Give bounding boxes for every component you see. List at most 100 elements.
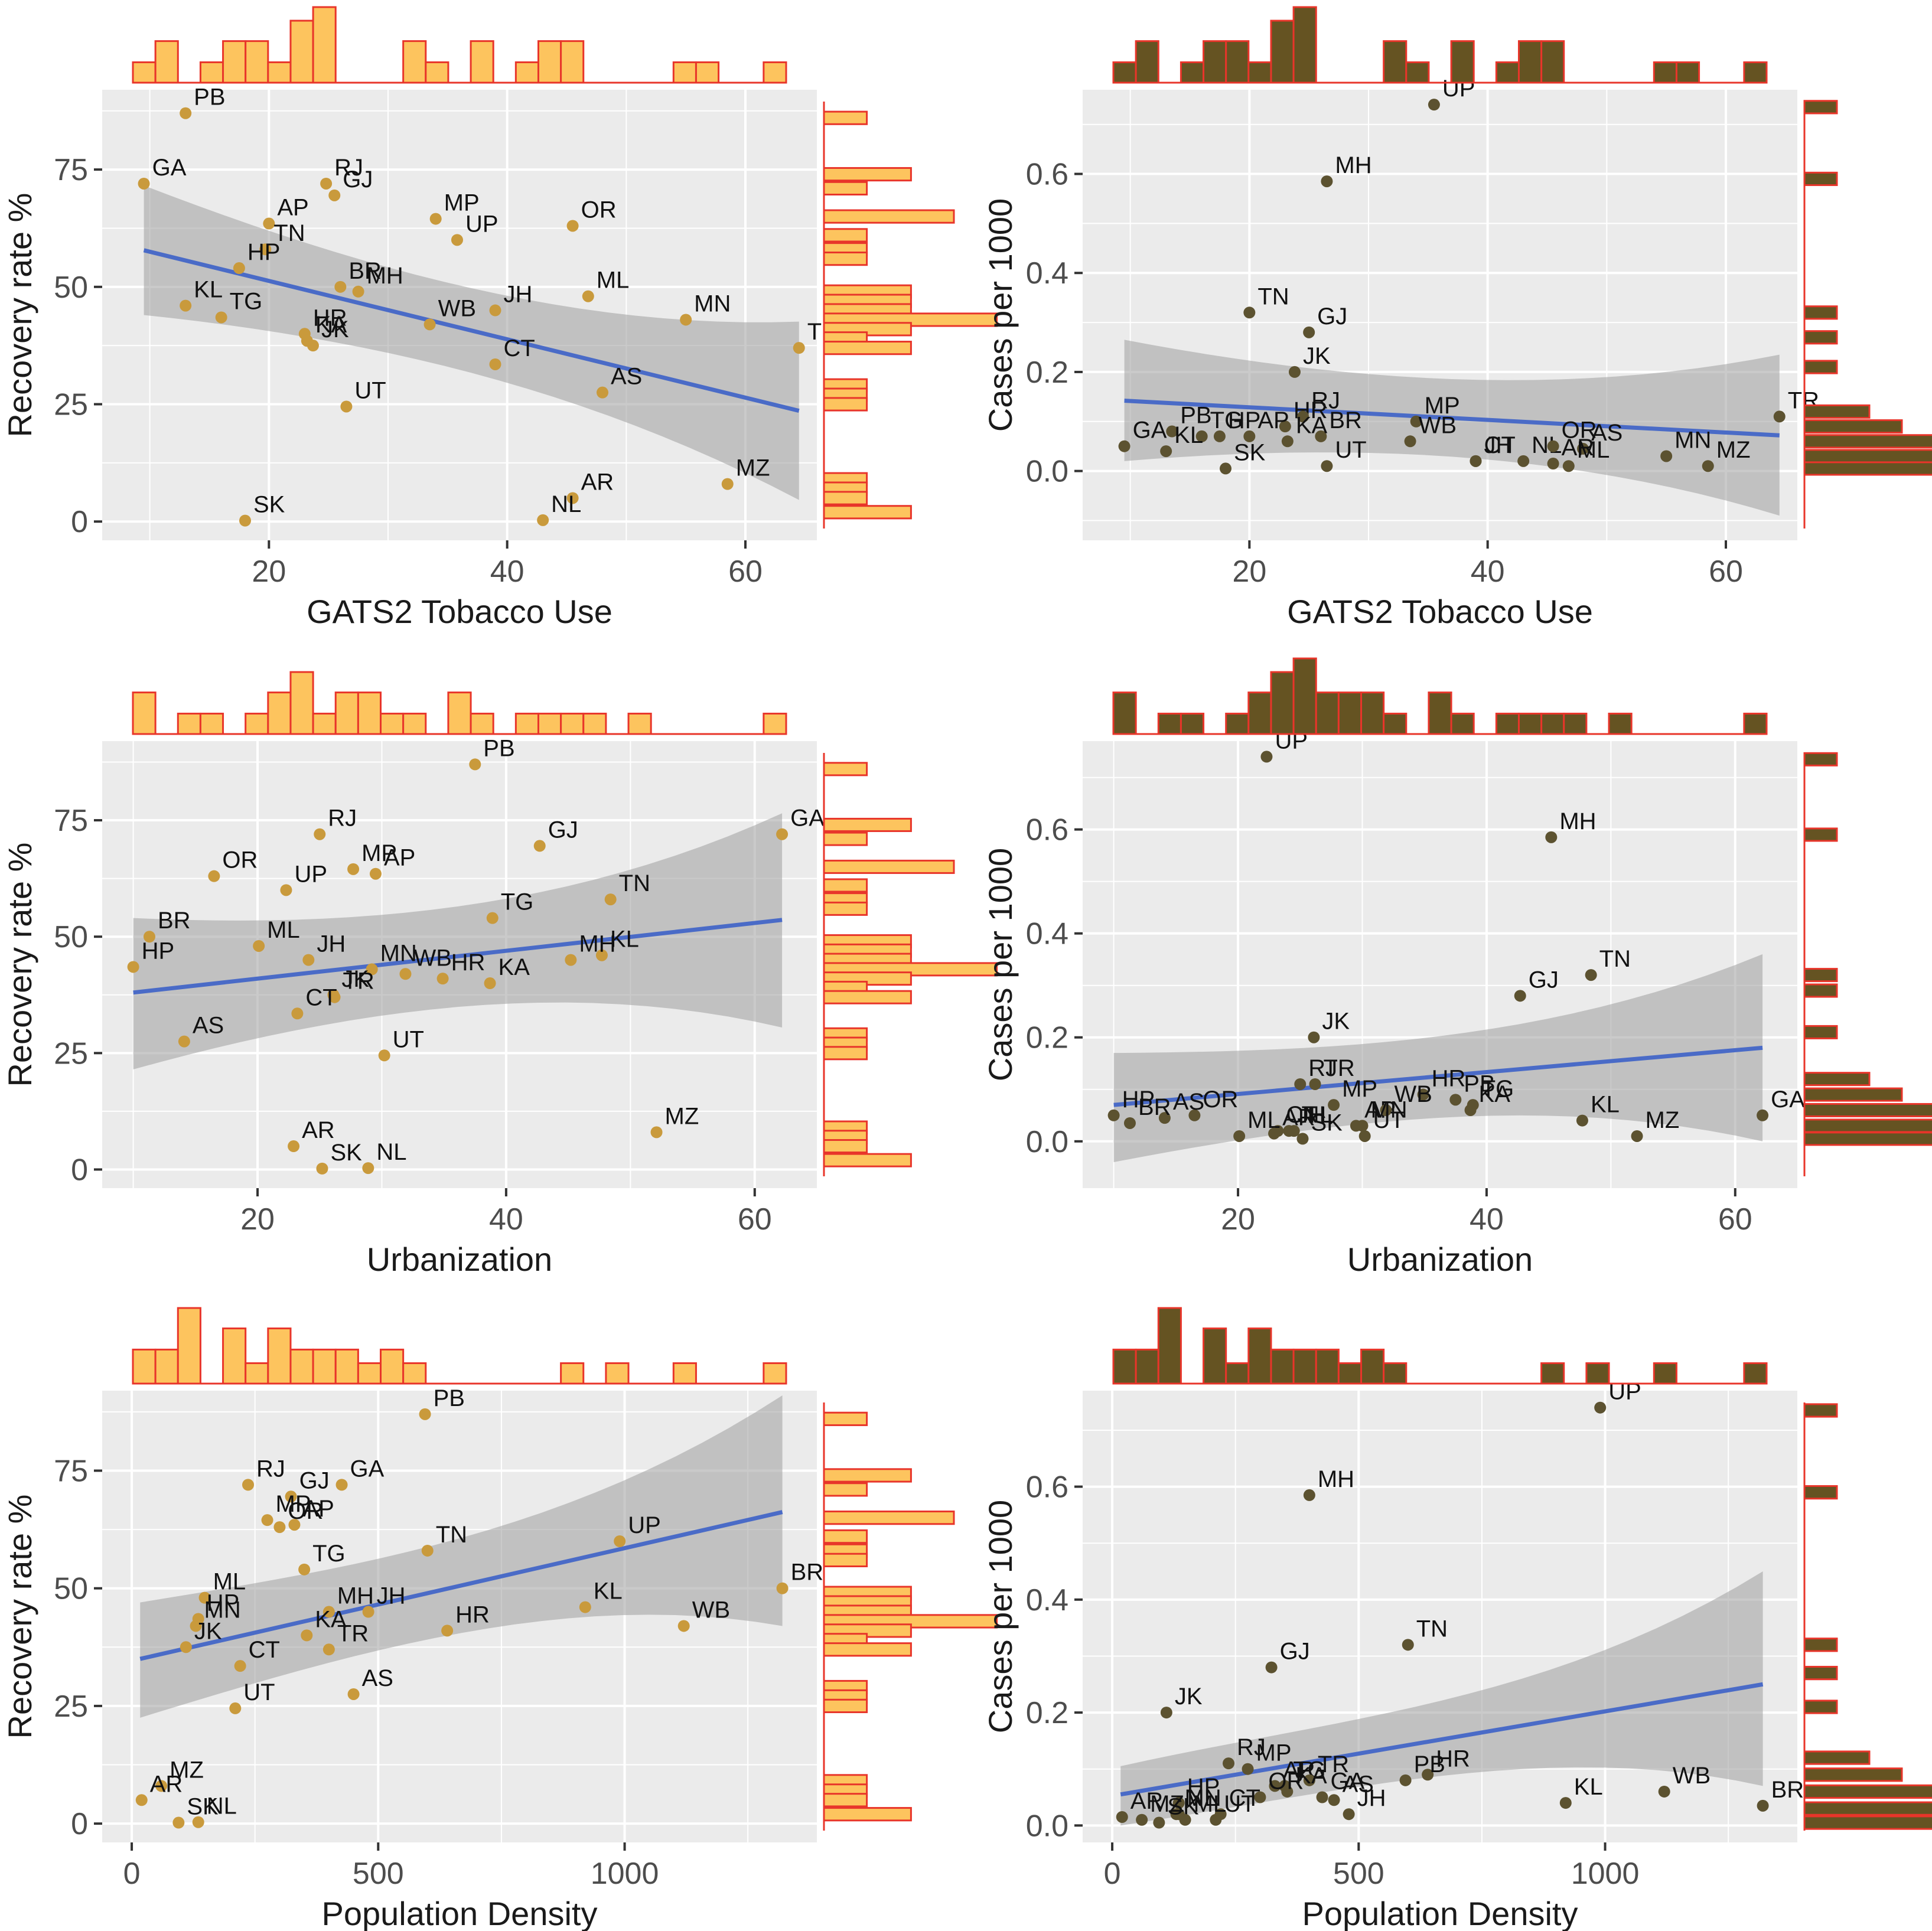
side-hist-bar [823,1411,868,1426]
top-hist-bar [1112,691,1137,735]
data-point-tn [421,1544,434,1557]
y-tick-label: 0.6 [1026,158,1068,192]
point-label-mh: MH [337,1583,374,1609]
data-point-mn [1660,450,1673,462]
data-point-tn [604,893,617,906]
data-point-nl [537,514,549,526]
data-point-as [1577,442,1589,455]
data-point-mz [1702,460,1714,472]
point-label-pb: PB [1180,403,1211,429]
data-point-tn [1585,969,1597,981]
data-point-mz [721,478,734,490]
point-label-tg: TG [1481,1076,1514,1102]
top-hist-bar [1315,1348,1340,1385]
data-point-rj [320,177,333,190]
point-label-kl: KL [610,927,639,953]
point-label-ga: GA [350,1456,385,1482]
data-point-tg [1195,430,1208,442]
point-label-ml: ML [213,1569,246,1595]
top-hist-bar [1360,1348,1385,1385]
y-tick-label: 0.4 [1026,256,1068,291]
point-label-jh: JH [504,282,533,308]
point-label-ml: ML [267,917,300,943]
side-hist-bar [823,181,868,196]
point-label-hr: HR [313,305,347,331]
top-hist-bar [537,712,562,735]
data-point-sk [1153,1816,1165,1829]
regression-line [1120,1682,1764,1797]
data-point-nl [192,1816,204,1828]
point-label-ar: AR [150,1771,183,1797]
data-point-ga [138,177,150,190]
point-label-as: AS [362,1665,393,1691]
side-hist-bar [1803,1767,1903,1782]
top-hist-bar [1270,671,1295,735]
data-point-jk [1288,366,1301,378]
data-point-wb [399,968,412,980]
top-hist-bar [1540,1362,1565,1385]
data-point-hr [1279,420,1291,433]
data-point-ct [291,1007,304,1020]
point-label-kl: KL [594,1578,623,1604]
regression-line [1113,1045,1763,1107]
top-hist-bar [1383,712,1408,735]
point-label-wb: WB [692,1597,730,1623]
side-hist-bar [823,901,868,916]
side-hist-bar [1803,1750,1871,1765]
point-label-ap: AP [302,1496,334,1522]
top-hist-bar [1337,1362,1363,1385]
y-tick-label: 0.2 [1026,1696,1068,1730]
point-label-br: BR [791,1560,824,1586]
point-label-ka: KA [1479,1081,1511,1107]
axis-ticks: 0 25 50 75 20 40 60 [54,804,772,1237]
data-point-sk [1296,1133,1309,1145]
side-hist-bar [1803,404,1871,419]
side-hist-bar [1803,827,1838,842]
data-point-mn [366,963,378,976]
data-point-rj [314,828,326,840]
point-label-hr: HR [1436,1746,1470,1772]
top-hist-bar [402,712,427,735]
point-label-mz: MZ [1150,1791,1184,1817]
point-label-ga: GA [1133,417,1167,443]
side-hist-bar [823,1468,912,1483]
point-label-hp: HP [207,1590,240,1616]
side-hist-bar [1803,330,1838,345]
data-point-mn [190,1620,202,1632]
top-hist-bar [514,712,539,735]
top-hist-bar [289,19,314,84]
top-hist-bar [357,1362,382,1385]
point-label-wb: WB [413,945,451,971]
top-hist-bar [199,712,224,735]
point-label-tr: TR [1318,1751,1349,1777]
point-label-or: OR [581,197,617,223]
side-hist-bar [823,878,868,893]
x-tick-label: 0 [1104,1857,1121,1891]
side-hist-bar [823,252,868,266]
top-hist-bar [1450,712,1475,735]
data-point-ar [135,1794,148,1806]
data-point-wb [1380,1104,1392,1116]
top-hist-bar [1292,657,1317,735]
data-point-as [1158,1112,1171,1124]
data-point-mp [1242,1763,1254,1775]
top-hist-bar [1585,1362,1610,1385]
data-point-up [1260,751,1273,763]
y-tick-label: 75 [54,804,88,838]
data-point-nl [1288,1125,1300,1137]
data-point-mn [680,314,692,326]
data-point-mp [261,1514,273,1526]
top-hist-bar [560,1362,585,1385]
point-label-ap: AP [1283,1757,1314,1783]
top-hist-bar [267,1327,292,1385]
data-point-ka [1464,1104,1477,1116]
data-point-pb [1166,425,1178,438]
data-point-gj [1265,1661,1278,1674]
point-label-nl: NL [1302,1102,1332,1128]
point-label-ct: CT [1286,1102,1317,1128]
data-point-mz [155,1780,168,1792]
data-point-ut [340,400,353,413]
point-label-ut: UT [393,1026,424,1052]
top-hist-bar [1495,712,1520,735]
